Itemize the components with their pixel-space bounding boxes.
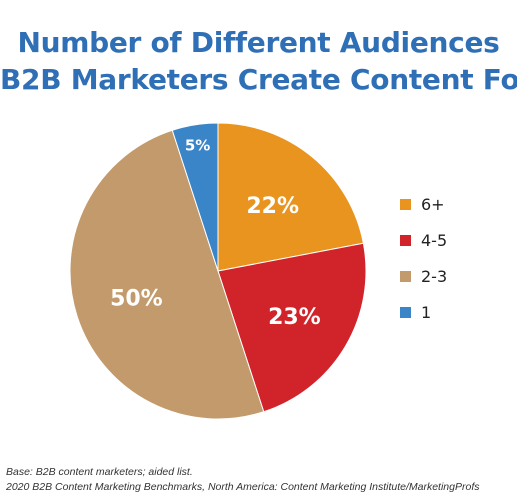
legend-swatch-4-5 [400,234,411,246]
legend-label-4-5: 4-5 [421,230,448,250]
legend-label-2-3: 2-3 [421,266,448,286]
legend-label-6plus: 6+ [421,194,445,214]
slice-1 [171,122,219,272]
slice-2-3 [69,129,265,420]
legend: 6+ 4-5 2-3 1 [400,194,448,340]
legend-item-4-5: 4-5 [400,230,448,250]
slice-6plus [217,122,364,272]
legend-swatch-1 [400,306,411,318]
chart-title: Number of Different Audiences B2B Market… [0,24,517,98]
slice-label-6plus: 22% [246,194,299,219]
slice-label-2-3: 50% [110,287,163,312]
legend-item-2-3: 2-3 [400,266,448,286]
legend-item-6plus: 6+ [400,194,447,214]
chart-title-line-2: B2B Marketers Create Content For [0,63,517,96]
legend-label-1: 1 [421,302,432,322]
base-note: Base: B2B content marketers; aided list. [6,466,193,478]
source-note: 2020 B2B Content Marketing Benchmarks, N… [6,481,480,493]
slice-4-5 [217,242,367,413]
slice-label-1: 5% [185,136,210,154]
legend-swatch-2-3 [400,270,411,282]
chart-title-line-1: Number of Different Audiences [17,26,500,59]
legend-swatch-6plus [400,198,411,210]
legend-item-1: 1 [400,302,447,322]
chart-notes: Base: B2B content marketers; aided list.… [6,465,480,495]
slice-label-4-5: 23% [268,305,321,330]
